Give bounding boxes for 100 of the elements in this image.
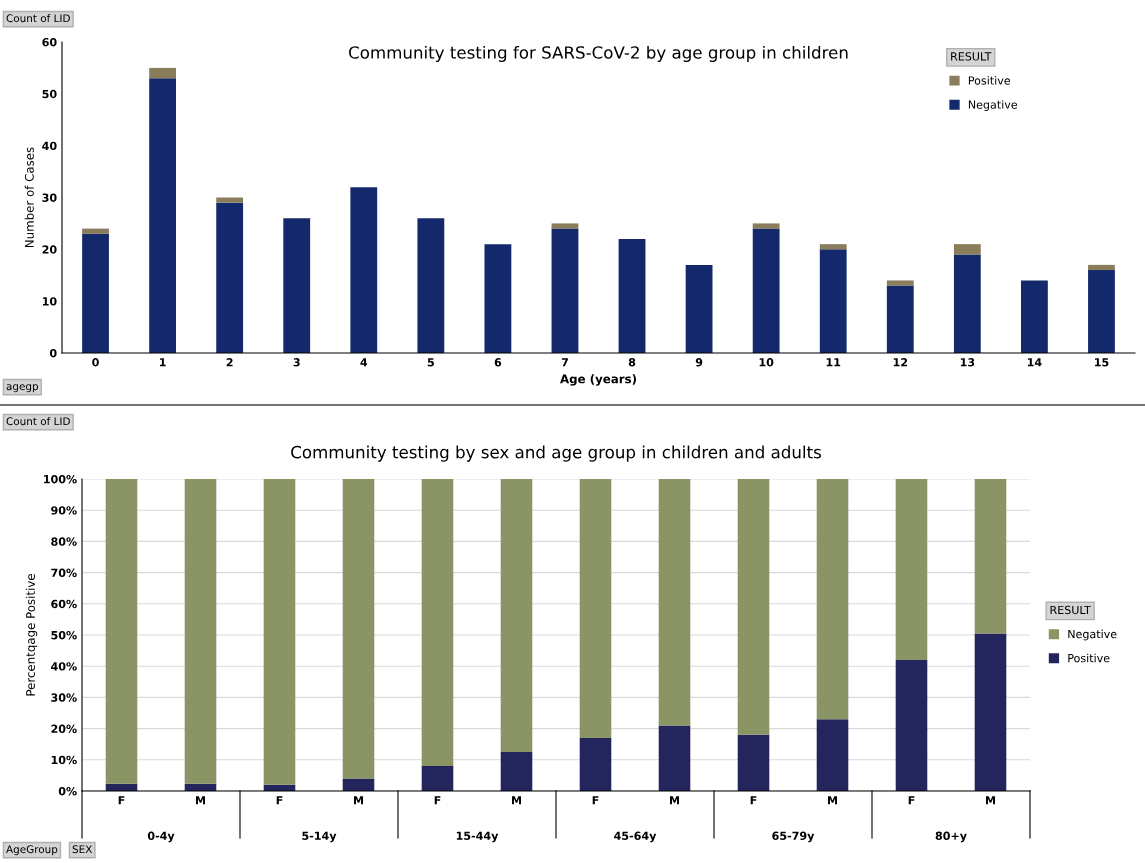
legend-label: Negative [968, 100, 1018, 111]
legend-title: RESULT [1050, 605, 1091, 615]
bar [752, 228, 780, 353]
x-tick-label: M [511, 796, 521, 805]
y-tick-label: 50 [42, 89, 57, 99]
bar [500, 479, 533, 752]
x-tick-label: 13 [960, 358, 975, 367]
x-tick-label: M [985, 796, 995, 805]
x-tick-label: 6 [494, 358, 502, 367]
bar [816, 719, 849, 791]
y-tick-label: 0% [58, 786, 77, 796]
x-tick-label: F [750, 796, 757, 805]
bar [1088, 264, 1115, 271]
bar [579, 737, 612, 791]
x-tick-label: F [276, 796, 283, 805]
x-tick-label: M [669, 796, 679, 805]
bar [105, 479, 138, 784]
text: Count of LID [6, 417, 70, 426]
text: 5-14y [302, 831, 337, 843]
y-tick-label: 70% [51, 568, 77, 577]
y-axis-title: Number of Cases [24, 147, 34, 248]
x-tick-label: 0 [92, 358, 99, 367]
bar [216, 197, 244, 203]
bar [974, 479, 1007, 634]
x-tick-label: M [827, 796, 837, 805]
bar [618, 238, 646, 353]
bar [417, 218, 445, 353]
text: agegp [6, 384, 39, 393]
y-tick-label: 40 [42, 141, 57, 151]
y-tick-label: 80% [51, 537, 77, 546]
x-tick-label: 4 [360, 358, 368, 367]
bar [737, 479, 770, 735]
bar [895, 479, 928, 660]
bar [551, 223, 579, 229]
x-tick-label: F [908, 796, 915, 805]
bar [216, 202, 244, 353]
bar [1020, 280, 1048, 353]
x-tick-label: F [118, 796, 125, 805]
bar [752, 223, 780, 229]
y-tick-label: 40% [51, 662, 77, 671]
x-tick-label: 14 [1027, 358, 1042, 367]
x-tick-label: 1 [159, 358, 166, 367]
text: 0-4y [147, 831, 175, 843]
bar [579, 479, 612, 738]
y-axis-title: Percentqage Positive [25, 574, 38, 696]
y-tick-label: 30 [42, 193, 57, 202]
bar [82, 228, 109, 234]
bar [886, 280, 914, 286]
text: AgeGroup [6, 845, 58, 856]
x-tick-label: 5 [427, 358, 434, 367]
bar [149, 67, 177, 79]
bar [500, 752, 533, 791]
legend-label: Negative [1068, 629, 1117, 641]
chart-title: Community testing by sex and age group in children and adults [291, 445, 821, 462]
bar [551, 228, 579, 353]
x-tick-label: 10 [759, 358, 774, 367]
bar [263, 479, 296, 785]
x-tick-label: 3 [293, 358, 300, 367]
x-tick-label: 11 [826, 358, 841, 367]
x-tick-label: M [353, 796, 363, 805]
y-tick-label: 50% [51, 630, 77, 640]
y-tick-label: 100% [44, 474, 77, 484]
text: 65-79y [772, 831, 815, 843]
bar [421, 766, 454, 791]
x-tick-label: F [592, 796, 599, 805]
bar [421, 479, 454, 767]
x-tick-label: 12 [893, 358, 908, 367]
y-tick-label: 30% [51, 693, 77, 702]
text: 80+y [935, 831, 967, 843]
bar [737, 734, 770, 791]
y-tick-label: 20 [42, 245, 57, 254]
text: Count of LID [6, 14, 70, 23]
bar [184, 479, 217, 784]
y-tick-label: 90% [51, 506, 77, 515]
bar [149, 78, 177, 353]
y-tick-label: 10 [42, 297, 57, 306]
legend-label: Positive [1068, 653, 1110, 663]
bar [350, 187, 378, 353]
bar [658, 479, 691, 726]
x-tick-label: F [434, 796, 441, 805]
legend-title: RESULT [951, 52, 992, 61]
x-tick-label: M [195, 796, 205, 805]
y-tick-label: 10% [51, 755, 77, 765]
x-tick-label: 15 [1094, 358, 1109, 367]
x-axis-title: Age (years) [560, 374, 636, 386]
bar [953, 244, 981, 255]
bar [816, 479, 849, 720]
x-tick-label: 8 [628, 358, 636, 367]
bar [484, 244, 512, 353]
text: 15-44y [456, 831, 499, 843]
chart-title: Community testing for SARS-CoV-2 by age group in children [349, 45, 848, 63]
bar [974, 633, 1007, 791]
bar [658, 725, 691, 791]
bar [819, 244, 847, 250]
y-tick-label: 0 [49, 348, 57, 358]
bar [886, 285, 914, 353]
x-tick-label: 2 [226, 358, 233, 367]
y-tick-label: 20% [51, 724, 77, 733]
bar [82, 233, 109, 353]
y-tick-label: 60% [51, 599, 77, 609]
